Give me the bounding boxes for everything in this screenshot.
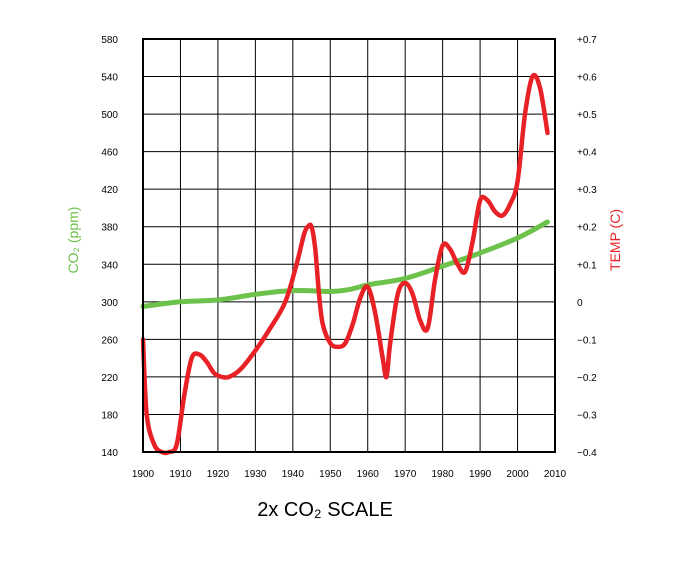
x-tick-labels: 1900 1910 1920 1930 1940 1950 1960 1970 1980 1990… <box>132 469 567 480</box>
co2-series-line <box>140 219 550 309</box>
x-tick-label: 2010 <box>544 469 567 480</box>
x-tick-label: 1940 <box>282 469 305 480</box>
temp-series-line <box>140 72 550 456</box>
y-left-tick-label: 140 <box>101 448 118 459</box>
x-tick-label: 1960 <box>357 469 380 480</box>
y-right-tick-label: −0.4 <box>577 448 597 459</box>
x-tick-label: 1950 <box>319 469 342 480</box>
y-right-tick-label: −0.3 <box>577 410 597 421</box>
x-tick-label: 1970 <box>394 469 417 480</box>
y-left-tick-label: 260 <box>101 335 118 346</box>
x-tick-label: 1980 <box>432 469 455 480</box>
chart-caption: 2x CO₂ SCALE <box>257 499 393 521</box>
x-tick-label: 1990 <box>469 469 492 480</box>
y-left-axis-title: CO₂ (ppm) <box>65 207 81 274</box>
y-right-tick-label: −0.1 <box>577 335 597 346</box>
y-right-tick-label: +0.4 <box>577 148 597 159</box>
y-left-tick-label: 180 <box>101 410 118 421</box>
y-right-tick-label: +0.1 <box>577 260 597 271</box>
y-right-tick-label: −0.2 <box>577 373 597 384</box>
y-right-axis-title: TEMP (C) <box>607 209 623 271</box>
x-tick-label: 1930 <box>244 469 267 480</box>
y-right-tick-label: +0.3 <box>577 185 597 196</box>
y-left-tick-label: 380 <box>101 223 118 234</box>
plot-border <box>142 38 556 453</box>
y-left-tick-labels: 140 180 220 260 300 340 380 420 460 500 540 580 <box>101 35 118 459</box>
series-layer <box>140 72 550 456</box>
y-right-tick-label: +0.7 <box>577 35 597 46</box>
y-left-tick-label: 500 <box>101 110 118 121</box>
y-right-tick-labels: −0.4 −0.3 −0.2 −0.1 0 +0.1 +0.2 +0.3 +0.4 +0.5 +0.… <box>577 35 597 459</box>
x-tick-label: 1920 <box>207 469 230 480</box>
y-left-tick-label: 460 <box>101 148 118 159</box>
y-right-tick-label: +0.2 <box>577 223 597 234</box>
y-right-tick-label: +0.5 <box>577 110 597 121</box>
y-right-tick-label: +0.6 <box>577 73 597 84</box>
y-left-tick-label: 420 <box>101 185 118 196</box>
y-left-tick-label: 580 <box>101 35 118 46</box>
x-tick-label: 1900 <box>132 469 155 480</box>
plot-frame <box>142 38 556 453</box>
y-left-tick-label: 220 <box>101 373 118 384</box>
y-left-tick-label: 300 <box>101 298 118 309</box>
x-tick-label: 2000 <box>506 469 529 480</box>
y-right-tick-label: 0 <box>577 298 583 309</box>
x-tick-label: 1910 <box>169 469 192 480</box>
y-left-tick-label: 340 <box>101 260 118 271</box>
y-left-tick-label: 540 <box>101 73 118 84</box>
